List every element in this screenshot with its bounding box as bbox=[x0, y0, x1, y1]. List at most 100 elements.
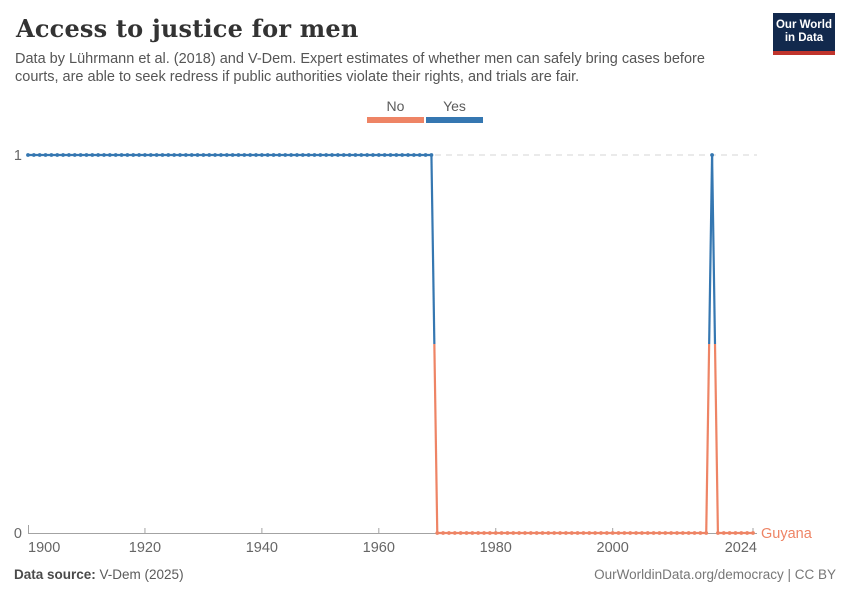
legend-label-yes: Yes bbox=[443, 98, 466, 114]
data-point bbox=[458, 531, 463, 535]
data-point bbox=[37, 153, 42, 157]
entity-label: Guyana bbox=[761, 526, 813, 542]
data-point bbox=[330, 153, 334, 157]
data-point bbox=[546, 531, 551, 535]
data-point bbox=[394, 153, 399, 157]
data-point bbox=[143, 153, 147, 157]
data-point bbox=[376, 153, 381, 157]
data-point bbox=[242, 153, 247, 157]
data-point bbox=[119, 153, 124, 157]
data-point bbox=[125, 153, 130, 157]
data-point bbox=[645, 531, 650, 535]
y-tick-label: 0 bbox=[14, 526, 22, 542]
chart-svg: 1900 1920 1940 1960 1980 2000 2024 0 1 Guyana bbox=[14, 148, 813, 556]
data-point bbox=[160, 153, 165, 157]
data-point bbox=[271, 153, 276, 157]
owid-logo-line2: in Data bbox=[784, 32, 824, 44]
data-point bbox=[552, 531, 557, 535]
data-point bbox=[733, 531, 738, 535]
data-source-value: V-Dem (2025) bbox=[95, 567, 184, 582]
data-point bbox=[295, 153, 299, 157]
data-point bbox=[616, 531, 621, 535]
data-point bbox=[312, 153, 317, 157]
x-tick-label: 1980 bbox=[480, 540, 512, 556]
data-point bbox=[628, 531, 633, 535]
data-point bbox=[166, 153, 171, 157]
data-point bbox=[651, 531, 656, 535]
data-point bbox=[751, 531, 755, 535]
data-point bbox=[31, 153, 36, 157]
series-transition-upper bbox=[430, 154, 436, 345]
data-point bbox=[43, 153, 48, 157]
data-point bbox=[131, 153, 136, 157]
chart-legend: No Yes bbox=[367, 98, 483, 123]
data-point bbox=[400, 153, 405, 157]
legend-label-no: No bbox=[386, 98, 405, 114]
data-point bbox=[482, 531, 486, 535]
data-point bbox=[318, 153, 323, 157]
data-point bbox=[435, 531, 440, 535]
data-point bbox=[704, 531, 709, 535]
data-point bbox=[382, 153, 387, 157]
data-point bbox=[365, 153, 370, 157]
data-point bbox=[306, 153, 311, 157]
data-point bbox=[67, 153, 71, 157]
data-point bbox=[558, 531, 562, 535]
page-subtitle: Data by Lührmann et al. (2018) and V-Dem… bbox=[15, 51, 705, 85]
data-point bbox=[587, 531, 592, 535]
data-point bbox=[102, 153, 106, 157]
legend-item-no[interactable]: No bbox=[367, 98, 424, 123]
data-point bbox=[692, 531, 697, 535]
data-point bbox=[189, 153, 194, 157]
data-point bbox=[341, 153, 346, 157]
data-point bbox=[593, 531, 598, 535]
legend-item-yes[interactable]: Yes bbox=[426, 98, 483, 123]
data-point bbox=[686, 531, 691, 535]
data-point bbox=[680, 531, 685, 535]
data-point bbox=[277, 153, 282, 157]
data-point bbox=[283, 153, 288, 157]
y-tick-label: 1 bbox=[14, 148, 22, 164]
data-point bbox=[154, 153, 159, 157]
data-point bbox=[663, 531, 668, 535]
x-tick-label: 1900 bbox=[28, 540, 60, 556]
data-point bbox=[148, 153, 153, 157]
data-point bbox=[113, 153, 118, 157]
data-point bbox=[72, 153, 77, 157]
data-point bbox=[417, 153, 422, 157]
data-point bbox=[248, 153, 253, 157]
chart-area: 1900 1920 1940 1960 1980 2000 2024 0 1 Guyana bbox=[0, 130, 850, 562]
footer-link[interactable]: OurWorldinData.org/democracy | CC BY bbox=[594, 567, 836, 582]
data-point bbox=[254, 153, 258, 157]
data-point bbox=[90, 153, 95, 157]
x-tick-label: 1940 bbox=[246, 540, 278, 556]
chart-footer: Data source: V-Dem (2025) OurWorldinData… bbox=[0, 567, 850, 582]
data-point bbox=[640, 531, 644, 535]
x-tick-label: 2024 bbox=[725, 540, 757, 556]
data-point bbox=[201, 153, 206, 157]
data-point bbox=[698, 531, 703, 535]
data-point bbox=[470, 531, 475, 535]
data-point bbox=[207, 153, 212, 157]
data-point bbox=[300, 153, 305, 157]
data-point bbox=[493, 531, 498, 535]
data-point bbox=[721, 531, 726, 535]
data-point bbox=[49, 153, 54, 157]
data-point bbox=[739, 531, 744, 535]
data-point bbox=[564, 531, 568, 535]
data-point bbox=[710, 153, 714, 157]
data-point bbox=[476, 531, 481, 535]
data-point bbox=[84, 153, 89, 157]
series-transition-upper bbox=[710, 154, 717, 345]
data-point bbox=[96, 153, 101, 157]
data-point bbox=[353, 153, 358, 157]
data-point bbox=[517, 531, 522, 535]
owid-logo[interactable]: Our World in Data bbox=[773, 13, 835, 55]
data-point bbox=[499, 531, 504, 535]
data-point bbox=[452, 531, 457, 535]
legend-swatch-yes bbox=[426, 117, 483, 123]
data-point bbox=[107, 153, 112, 157]
data-point bbox=[359, 153, 364, 157]
data-point bbox=[716, 531, 720, 535]
